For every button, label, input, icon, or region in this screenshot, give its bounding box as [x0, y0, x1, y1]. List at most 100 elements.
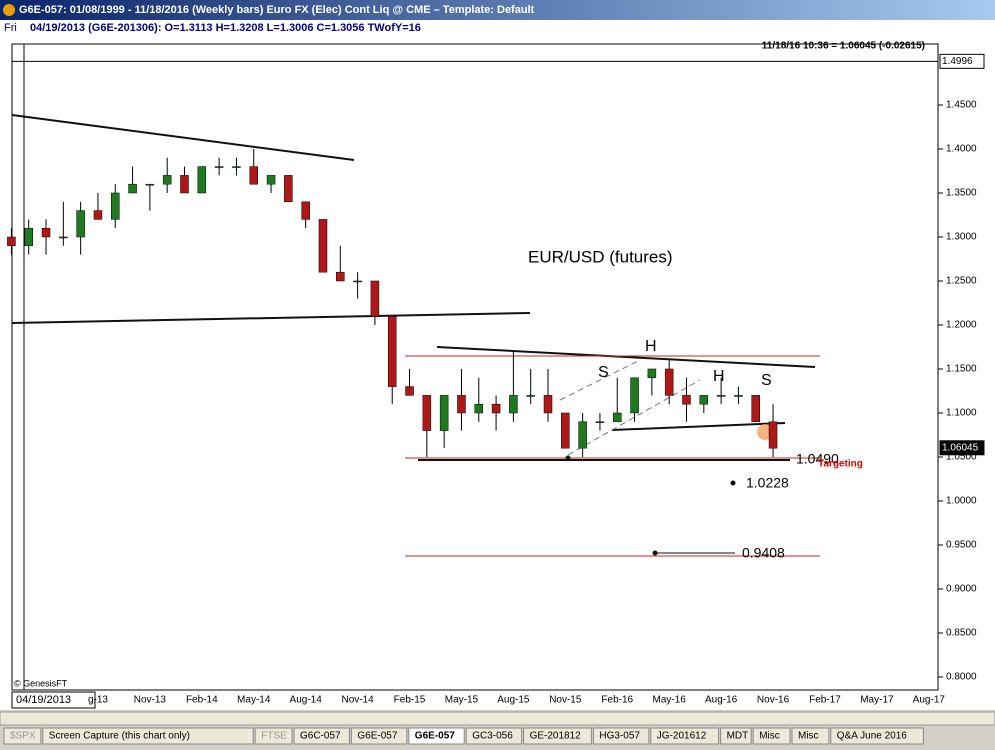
tab[interactable] [592, 727, 650, 745]
x-tick-label: Feb-16 [601, 695, 633, 706]
trendline [11, 312, 531, 324]
candle-body [682, 395, 691, 405]
candle-body [630, 377, 639, 414]
info-day: Fri [4, 22, 17, 34]
x-tick-label: Aug-17 [913, 695, 946, 706]
neckline [611, 422, 786, 431]
candle-body [128, 183, 137, 194]
x-tick-label: May-14 [237, 695, 271, 706]
candle-body [162, 175, 172, 185]
tab-label: Misc [798, 731, 819, 742]
x-tick-label: Feb-17 [809, 695, 841, 706]
x-tick-label: Nov-14 [341, 695, 374, 706]
tab[interactable] [720, 727, 752, 745]
tab[interactable] [3, 727, 42, 745]
tab-label: G6E-057 [357, 731, 397, 742]
y-tick-label: 1.1500 [946, 364, 977, 375]
candle-body [232, 166, 241, 168]
scrollbar[interactable] [0, 711, 995, 726]
tab[interactable] [293, 727, 350, 745]
annotation: H [713, 368, 725, 385]
tab-label: JG-201612 [657, 731, 707, 742]
info-bar [0, 20, 995, 36]
tab[interactable] [42, 727, 254, 745]
x-tick-label: g-13 [88, 695, 108, 706]
tab-label: G6C-057 [300, 731, 341, 742]
candle-body [526, 395, 535, 397]
x-tick-label: Feb-14 [186, 695, 218, 706]
tab-label: GC3-056 [472, 731, 513, 742]
cursor-date: 04/19/2013 [16, 694, 71, 706]
trendline [11, 114, 355, 161]
tab-label: Q&A June 2016 [837, 731, 907, 742]
y-tick-label: 1.0500 [946, 452, 977, 463]
candle-body [768, 421, 778, 449]
y-tick-label: 1.2500 [946, 276, 977, 287]
window-title: G6E-057: 01/08/1999 - 11/18/2016 (Weekly… [19, 4, 535, 16]
title-bar [0, 0, 995, 20]
channel-line [559, 359, 641, 401]
annotation: S [598, 364, 609, 381]
candle-body [595, 421, 605, 424]
x-tick-label: Aug-16 [705, 695, 738, 706]
price-label: 1.4996 [942, 56, 973, 67]
info-text: 04/19/2013 (G6E-201306): O=1.3113 H=1.32… [30, 22, 421, 34]
x-tick-label: Nov-15 [549, 695, 582, 706]
credit: © GenesisFT [14, 678, 68, 688]
tab-label: MDT [727, 731, 749, 742]
tab[interactable] [752, 727, 791, 745]
tab-label: Misc [759, 731, 780, 742]
candle-body [353, 280, 362, 283]
tab[interactable] [350, 727, 408, 745]
tab[interactable] [650, 727, 720, 745]
y-tick-label: 1.3500 [946, 188, 977, 199]
tab[interactable] [254, 727, 293, 745]
price-label: 1.06045 [942, 442, 979, 453]
candle-body [561, 412, 570, 449]
x-tick-label: May-15 [445, 695, 479, 706]
candle-body [474, 403, 484, 414]
candle-body [457, 395, 466, 414]
candle-body [647, 368, 657, 379]
price-box [939, 440, 985, 456]
y-tick-label: 0.9500 [946, 540, 977, 551]
y-tick-label: 0.9000 [946, 584, 977, 595]
y-tick-label: 1.2000 [946, 320, 977, 331]
candle-body [7, 236, 16, 247]
tab[interactable] [523, 727, 592, 745]
candle-body [543, 395, 553, 414]
candle-body [387, 315, 397, 387]
candle-body [318, 219, 328, 273]
candle-body [578, 421, 587, 449]
candle-body [336, 271, 345, 282]
candle-body [145, 183, 155, 186]
candle-body [716, 395, 726, 397]
candle-body [613, 412, 622, 423]
candle-body [111, 192, 120, 220]
candle-body [664, 368, 674, 396]
x-tick-label: Aug-14 [290, 695, 323, 706]
tab[interactable] [408, 727, 465, 745]
chart-area [0, 36, 995, 710]
tab-label: $SPX [10, 731, 36, 742]
annotation: Targeting [818, 459, 863, 470]
tab[interactable] [465, 727, 523, 745]
y-tick-label: 1.3000 [946, 232, 977, 243]
candle-body [301, 201, 310, 220]
candle-body [59, 236, 68, 239]
tab[interactable] [791, 727, 830, 745]
candle-body [405, 386, 414, 396]
candle-body [699, 395, 709, 405]
candle-body [214, 166, 224, 168]
dot [565, 455, 571, 461]
y-tick-label: 1.4000 [946, 144, 977, 155]
y-tick-label: 1.0000 [946, 496, 977, 507]
candle-body [41, 227, 51, 238]
tab-label: G6E-057 [415, 731, 455, 742]
tab[interactable] [830, 727, 924, 745]
candle-body [180, 175, 189, 194]
candle-body [249, 166, 258, 185]
x-tick-label: May-17 [860, 695, 894, 706]
candle-body [439, 395, 449, 431]
